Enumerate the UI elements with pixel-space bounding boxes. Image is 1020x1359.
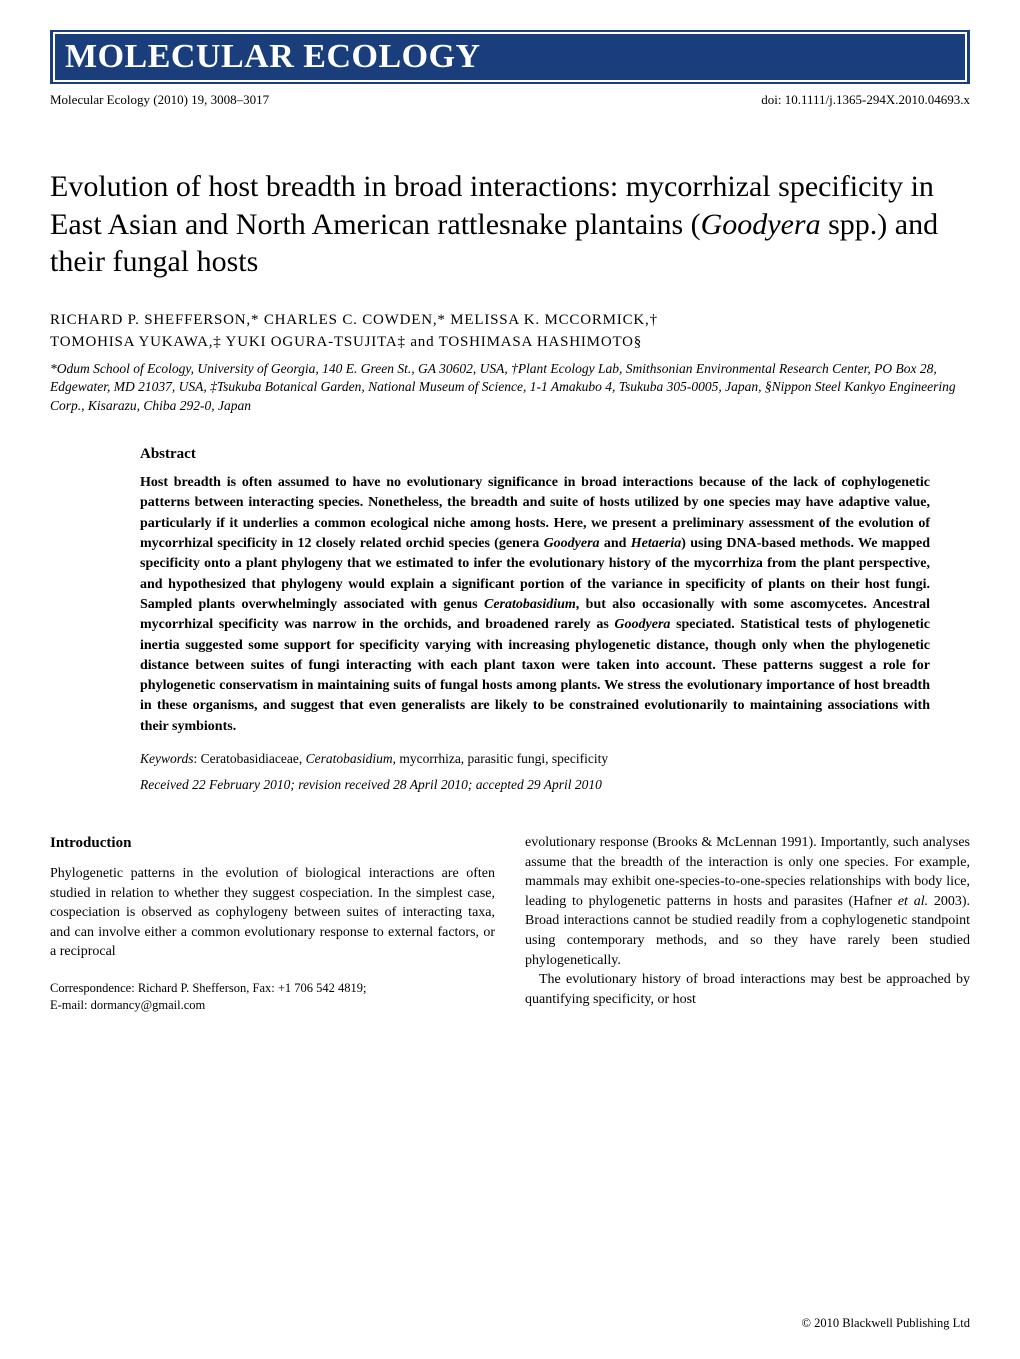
keywords-italic: Ceratobasidium,: [306, 751, 396, 766]
article-title: Evolution of host breadth in broad inter…: [50, 168, 970, 281]
col2-p2: The evolutionary history of broad intera…: [525, 970, 970, 1009]
body-columns: Introduction Phylogenetic patterns in th…: [50, 833, 970, 1014]
authors-line2: TOMOHISA YUKAWA,‡ YUKI OGURA-TSUJITA‡ an…: [50, 331, 970, 354]
correspondence-line1: Correspondence: Richard P. Shefferson, F…: [50, 980, 495, 997]
abstract-block: Abstract Host breadth is often assumed t…: [50, 446, 970, 793]
column-right: evolutionary response (Brooks & McLennan…: [525, 833, 970, 1014]
abstract-i4: Goodyera: [614, 617, 670, 632]
journal-name: MOLECULAR ECOLOGY: [65, 38, 955, 76]
citation: Molecular Ecology (2010) 19, 3008–3017: [50, 92, 269, 108]
title-italic: Goodyera: [701, 208, 821, 241]
journal-banner-inner: MOLECULAR ECOLOGY: [53, 32, 967, 82]
abstract-t2: and: [600, 536, 631, 551]
keywords-label: Keywords: [140, 751, 194, 766]
introduction-heading: Introduction: [50, 833, 495, 854]
keywords: Keywords: Ceratobasidiaceae, Ceratobasid…: [140, 751, 930, 767]
doi: doi: 10.1111/j.1365-294X.2010.04693.x: [761, 92, 970, 108]
col2-p1: evolutionary response (Brooks & McLennan…: [525, 833, 970, 970]
abstract-i2: Hetaeria: [631, 536, 682, 551]
keywords-pre: : Ceratobasidiaceae,: [194, 751, 306, 766]
col2-p1-italic: et al.: [898, 894, 928, 909]
abstract-heading: Abstract: [140, 446, 930, 463]
authors-line1: RICHARD P. SHEFFERSON,* CHARLES C. COWDE…: [50, 309, 970, 332]
col1-p1: Phylogenetic patterns in the evolution o…: [50, 864, 495, 962]
correspondence-line2: E-mail: dormancy@gmail.com: [50, 997, 495, 1014]
keywords-post: mycorrhiza, parasitic fungi, specificity: [396, 751, 608, 766]
footer-copyright: © 2010 Blackwell Publishing Ltd: [801, 1316, 970, 1331]
meta-row: Molecular Ecology (2010) 19, 3008–3017 d…: [50, 92, 970, 108]
authors: RICHARD P. SHEFFERSON,* CHARLES C. COWDE…: [50, 309, 970, 354]
abstract-i1: Goodyera: [544, 536, 600, 551]
received: Received 22 February 2010; revision rece…: [140, 777, 930, 793]
abstract-text: Host breadth is often assumed to have no…: [140, 473, 930, 737]
affiliations: *Odum School of Ecology, University of G…: [50, 360, 970, 417]
correspondence: Correspondence: Richard P. Shefferson, F…: [50, 980, 495, 1014]
journal-banner: MOLECULAR ECOLOGY: [50, 30, 970, 84]
column-left: Introduction Phylogenetic patterns in th…: [50, 833, 495, 1014]
abstract-i3: Ceratobasidium: [484, 597, 576, 612]
abstract-t5: speciated. Statistical tests of phylogen…: [140, 617, 930, 733]
